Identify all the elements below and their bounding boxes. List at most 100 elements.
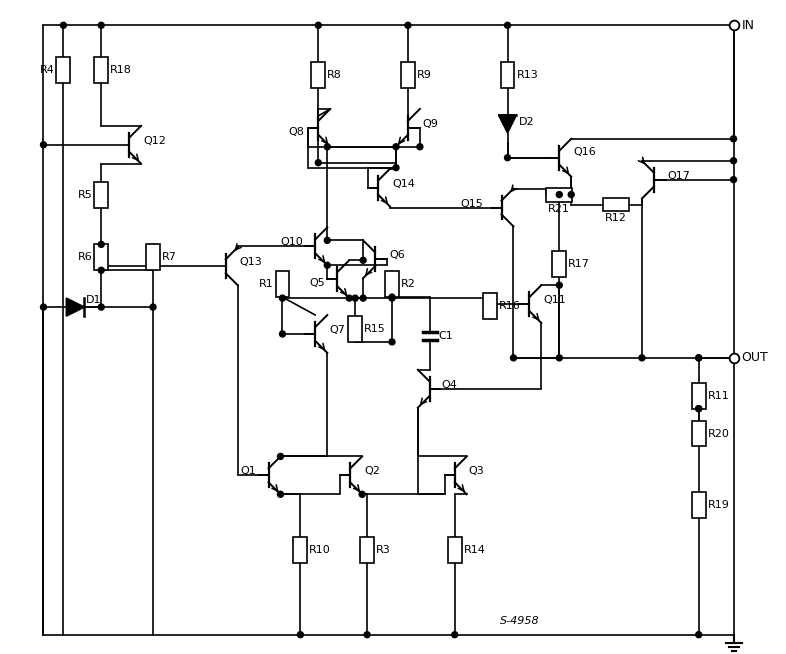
Circle shape: [41, 142, 46, 148]
Text: D1: D1: [86, 295, 102, 305]
Circle shape: [98, 22, 105, 28]
Bar: [401, 62, 415, 88]
Text: Q7: Q7: [329, 325, 345, 335]
Bar: [553, 251, 566, 277]
Circle shape: [61, 22, 66, 28]
Bar: [448, 537, 461, 563]
Circle shape: [696, 355, 702, 361]
Circle shape: [280, 295, 285, 301]
Circle shape: [696, 405, 702, 411]
Circle shape: [315, 22, 321, 28]
Circle shape: [364, 632, 370, 638]
Text: R18: R18: [110, 65, 132, 75]
Text: Q11: Q11: [543, 295, 566, 305]
Circle shape: [280, 331, 285, 337]
Circle shape: [150, 304, 156, 310]
Text: Q1: Q1: [241, 466, 256, 476]
Text: R19: R19: [707, 500, 729, 510]
Text: Q14: Q14: [392, 179, 415, 188]
Circle shape: [325, 237, 330, 243]
Circle shape: [393, 144, 399, 150]
Bar: [692, 421, 706, 447]
Circle shape: [98, 304, 105, 310]
Circle shape: [510, 355, 516, 361]
Bar: [360, 537, 374, 563]
Circle shape: [315, 160, 321, 165]
Text: R1: R1: [259, 279, 274, 289]
Circle shape: [325, 262, 330, 268]
Text: Q6: Q6: [389, 250, 405, 260]
Bar: [57, 57, 71, 83]
Circle shape: [730, 177, 736, 182]
Text: R14: R14: [464, 545, 486, 555]
Circle shape: [417, 144, 423, 150]
Circle shape: [568, 192, 575, 198]
Text: R13: R13: [516, 70, 538, 80]
Circle shape: [505, 22, 510, 28]
Text: Q15: Q15: [461, 199, 483, 209]
Circle shape: [352, 295, 358, 301]
Circle shape: [556, 355, 562, 361]
Circle shape: [360, 295, 366, 301]
Circle shape: [556, 192, 562, 198]
Circle shape: [730, 136, 736, 142]
Text: Q10: Q10: [281, 237, 303, 247]
Polygon shape: [66, 298, 84, 316]
Circle shape: [405, 22, 411, 28]
Circle shape: [389, 294, 395, 300]
Text: Q17: Q17: [668, 171, 691, 181]
Text: D2: D2: [519, 117, 534, 127]
Text: Q9: Q9: [422, 119, 438, 129]
Text: Q2: Q2: [364, 466, 380, 476]
Text: OUT: OUT: [741, 351, 768, 364]
Text: C1: C1: [439, 331, 454, 341]
Text: IN: IN: [741, 19, 755, 32]
Text: R2: R2: [401, 279, 416, 289]
Bar: [276, 271, 289, 297]
Text: R3: R3: [376, 545, 391, 555]
Circle shape: [325, 144, 330, 150]
Bar: [603, 198, 629, 211]
Bar: [94, 57, 108, 83]
Circle shape: [297, 632, 303, 638]
Bar: [146, 245, 160, 270]
Circle shape: [730, 158, 736, 164]
Circle shape: [389, 339, 395, 345]
Circle shape: [696, 405, 702, 411]
Text: R7: R7: [162, 252, 177, 262]
Text: R6: R6: [78, 252, 92, 262]
Circle shape: [730, 355, 736, 361]
Text: Q16: Q16: [573, 146, 596, 157]
Bar: [385, 271, 399, 297]
Circle shape: [696, 355, 702, 361]
Circle shape: [696, 632, 702, 638]
Text: Q3: Q3: [468, 466, 484, 476]
Text: R11: R11: [707, 390, 729, 401]
Text: R17: R17: [568, 259, 590, 269]
Bar: [293, 537, 307, 563]
Circle shape: [639, 355, 645, 361]
Circle shape: [41, 304, 46, 310]
Text: R8: R8: [327, 70, 342, 80]
Text: R5: R5: [78, 190, 92, 199]
Bar: [483, 293, 497, 319]
Circle shape: [556, 282, 562, 288]
Polygon shape: [498, 115, 516, 133]
Bar: [94, 245, 108, 270]
Text: Q4: Q4: [442, 380, 457, 390]
Bar: [501, 62, 515, 88]
Circle shape: [277, 453, 284, 460]
Circle shape: [98, 241, 105, 247]
Text: R10: R10: [310, 545, 331, 555]
Circle shape: [359, 491, 365, 497]
Circle shape: [346, 295, 352, 301]
Bar: [311, 62, 325, 88]
Circle shape: [393, 165, 399, 171]
Text: R9: R9: [417, 70, 432, 80]
Bar: [692, 492, 706, 518]
Text: R20: R20: [707, 428, 729, 439]
Circle shape: [452, 632, 457, 638]
Bar: [94, 182, 108, 207]
Bar: [348, 316, 362, 342]
Text: R4: R4: [39, 65, 54, 75]
